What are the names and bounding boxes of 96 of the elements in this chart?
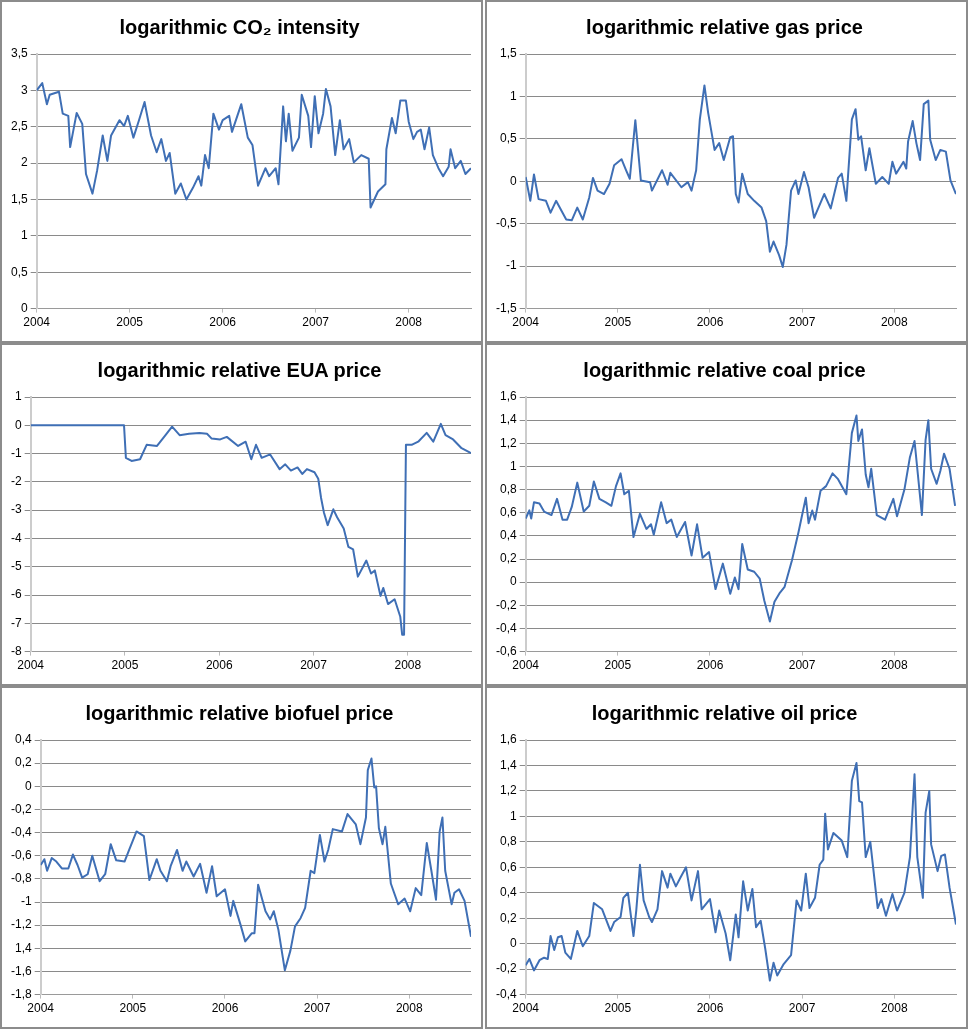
y-tick-label: -4 [11,530,22,545]
x-tick-label: 2004 [512,1001,540,1016]
x-tick-label: 2004 [17,658,45,673]
y-tick-label: 3,5 [10,46,28,61]
y-tick-label: 1,4 [14,940,32,955]
y-tick-label: 1,5 [499,46,517,61]
x-tick-label: 2008 [880,315,908,330]
y-tick-label: 1 [509,88,517,103]
x-tick-label: 2007 [788,315,816,330]
x-tick-label: 2008 [395,315,423,330]
y-tick-label: -6 [11,587,22,602]
y-tick-label: 1,4 [499,757,517,772]
x-tick-label: 2005 [604,315,632,330]
y-tick-label: 0 [509,574,517,589]
y-tick-label: -1 [506,258,517,273]
y-tick-label: 1,5 [10,191,28,206]
y-tick-label: 1,6 [499,732,517,747]
y-tick-label: -1 [11,445,22,460]
y-tick-label: -0,5 [495,216,517,231]
y-tick-label: 0 [14,417,22,432]
y-tick-label: -3 [11,502,22,517]
y-tick-label: -5 [11,559,22,574]
chart-title: logarithmic relative gas price [586,15,863,38]
y-tick-label: 0 [509,173,517,188]
y-tick-label: -0,4 [495,986,517,1001]
y-tick-label: -0,8 [10,871,32,886]
y-tick-label: 0 [20,300,28,315]
x-tick-label: 2007 [302,315,330,330]
x-tick-label: 2006 [209,315,237,330]
y-tick-label: -0,2 [495,597,517,612]
y-tick-label: 0,4 [14,732,32,747]
y-tick-label: 1 [20,228,28,243]
y-tick-label: 1,2 [499,783,517,798]
x-tick-label: 2004 [512,658,540,673]
y-tick-label: 3 [20,82,28,97]
x-tick-label: 2008 [880,658,908,673]
y-tick-label: 0,8 [499,481,517,496]
x-tick-label: 2007 [788,1001,816,1016]
y-tick-label: 0,5 [499,131,517,146]
x-tick-label: 2004 [512,315,540,330]
y-tick-label: 0,4 [499,885,517,900]
y-tick-label: -1,6 [10,963,32,978]
y-tick-label: -0,6 [10,848,32,863]
y-tick-label: 1 [14,389,22,404]
x-tick-label: 2004 [23,315,51,330]
y-tick-label: 1,2 [499,435,517,450]
y-tick-label: -1,8 [10,986,32,1001]
x-tick-label: 2007 [303,1001,331,1016]
y-tick-label: 0 [24,778,32,793]
x-tick-label: 2006 [696,658,724,673]
chart-title: logarithmic relative coal price [583,358,866,381]
x-tick-label: 2005 [119,1001,147,1016]
y-tick-label: 0,6 [499,859,517,874]
y-tick-label: 0,2 [14,755,32,770]
y-tick-label: -1,2 [10,917,32,932]
x-tick-label: 2006 [211,1001,239,1016]
y-tick-label: -0,4 [10,824,32,839]
y-tick-label: 0,2 [499,910,517,925]
x-tick-label: 2005 [111,658,139,673]
x-tick-label: 2008 [394,658,422,673]
y-tick-label: -7 [11,615,22,630]
x-tick-label: 2007 [788,658,816,673]
chart-title: logarithmic relative oil price [591,701,858,724]
x-tick-label: 2007 [300,658,328,673]
y-tick-label: -8 [11,643,22,658]
x-tick-label: 2004 [27,1001,55,1016]
y-tick-label: -0,2 [495,961,517,976]
x-tick-label: 2005 [604,1001,632,1016]
chart-title: logarithmic relative EUA price [97,358,382,381]
y-tick-label: -0,2 [10,801,32,816]
y-tick-label: -1 [21,894,32,909]
y-tick-label: 1,6 [499,389,517,404]
x-tick-label: 2005 [116,315,144,330]
y-tick-label: -1,5 [495,300,517,315]
y-tick-label: -2 [11,474,22,489]
x-tick-label: 2006 [696,1001,724,1016]
chart-title: logarithmic CO₂ intensity [119,15,361,38]
y-tick-label: -0,6 [495,643,517,658]
y-tick-label: 0,2 [499,551,517,566]
chart-title: logarithmic relative biofuel price [85,701,394,724]
y-tick-label: 0,5 [10,264,28,279]
y-tick-label: 0,8 [499,834,517,849]
y-tick-label: -0,4 [495,620,517,635]
x-tick-label: 2006 [696,315,724,330]
x-tick-label: 2005 [604,658,632,673]
y-tick-label: 0 [509,935,517,950]
y-tick-label: 2,5 [10,119,28,134]
y-tick-label: 1 [509,808,517,823]
y-tick-label: 0,4 [499,528,517,543]
x-tick-label: 2006 [205,658,233,673]
y-tick-label: 1,4 [499,412,517,427]
y-tick-label: 2 [20,155,28,170]
x-tick-label: 2008 [395,1001,423,1016]
x-tick-label: 2008 [880,1001,908,1016]
y-tick-label: 1 [509,458,517,473]
y-tick-label: 0,6 [499,505,517,520]
